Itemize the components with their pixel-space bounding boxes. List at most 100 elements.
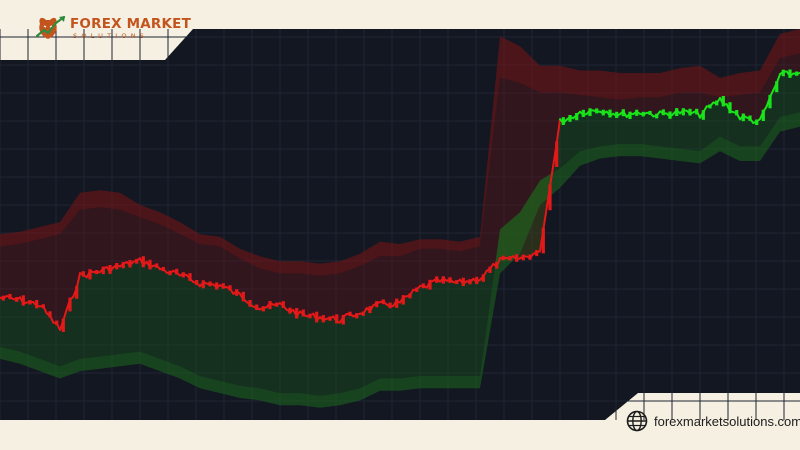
price-segment [555,118,561,145]
price-candle [481,274,485,282]
price-candle [681,108,685,116]
price-candle [335,314,339,324]
upper-band-inner [0,53,800,330]
price-candle [35,300,39,309]
price-candle [315,311,319,323]
lower-band-inner [0,73,800,396]
price-candle [268,301,272,310]
website-url[interactable]: forexmarketsolutions.com [654,413,800,429]
price-candle [88,269,92,280]
price-candle [401,295,405,305]
price-segment [622,110,628,118]
price-layer [0,69,800,332]
price-candle [608,109,612,118]
price-segment [369,304,375,313]
price-candle [301,309,305,317]
price-candle [428,279,432,290]
price-candle [215,282,219,290]
bull-head-logo-icon [35,15,66,39]
price-candle [555,141,559,167]
price-candle [128,260,132,268]
price-candle [761,109,765,121]
price-segment [62,308,68,322]
price-candle [148,259,152,270]
price-segment [49,314,55,324]
price-candle [675,108,679,116]
price-candle [101,266,105,275]
price-candle [701,110,705,120]
price-candle [728,102,732,114]
price-segment [695,109,701,119]
band-layer [0,29,800,408]
price-candle [461,277,465,287]
price-candle [21,295,25,306]
lower-band-outer [0,112,800,408]
price-candle [441,276,445,284]
chart-panel [0,29,800,420]
price-candle [321,315,325,323]
price-candle [781,69,785,77]
price-segment [409,288,415,297]
price-candle [235,289,239,296]
brand-tagline: SOLUTIONS [73,32,149,40]
price-segment [775,73,781,85]
price-candle [668,111,672,119]
price-candle [395,298,399,308]
price-candle [341,314,345,325]
price-candle [788,69,792,78]
price-candle [548,184,552,211]
price-segment [75,272,81,290]
price-candle [768,94,772,109]
price-segment [795,72,800,75]
price-candle [121,262,125,269]
price-candle [68,297,72,312]
price-candle [628,111,632,119]
price-candle [295,308,299,319]
price-candle [48,311,52,318]
price-candle [475,276,479,285]
price-candle [75,286,79,299]
price-segment [542,207,548,231]
price-candle [588,108,592,116]
price-candle [108,265,112,274]
price-segment [495,257,501,268]
price-candle [115,263,119,270]
brand-logo: FOREX MARKET SOLUTIONS [34,14,191,42]
price-segment [762,105,768,113]
price-candle [775,81,779,93]
brand-name: FOREX MARKET [70,16,191,32]
price-candle [575,113,579,121]
website-badge[interactable]: forexmarketsolutions.com [626,408,800,434]
price-candle [281,301,285,308]
price-candle [741,113,745,122]
price-candle [241,291,245,302]
price-candle [541,227,545,254]
price-candle [175,268,179,275]
globe-icon [626,410,648,432]
price-segment [362,307,368,315]
price-segment [769,89,775,98]
price-candle [568,115,572,122]
price-segment [702,105,708,114]
price-segment [735,112,741,121]
price-candle [721,96,725,107]
price-segment [229,287,235,295]
price-candle [581,109,585,117]
price-candle [688,108,692,116]
price-candle [141,256,145,268]
price-candle [375,301,379,308]
upper-band-outer [0,29,800,276]
price-candle [535,250,539,257]
price-candle [561,117,565,125]
price-segment [549,164,555,188]
price-candle [488,266,492,273]
price-segment [42,305,48,315]
price-candle [248,300,252,307]
price-candle [515,254,519,262]
price-candle [201,280,205,289]
price-segment [482,269,488,278]
price-candle [61,318,65,332]
price-candle [188,273,192,281]
